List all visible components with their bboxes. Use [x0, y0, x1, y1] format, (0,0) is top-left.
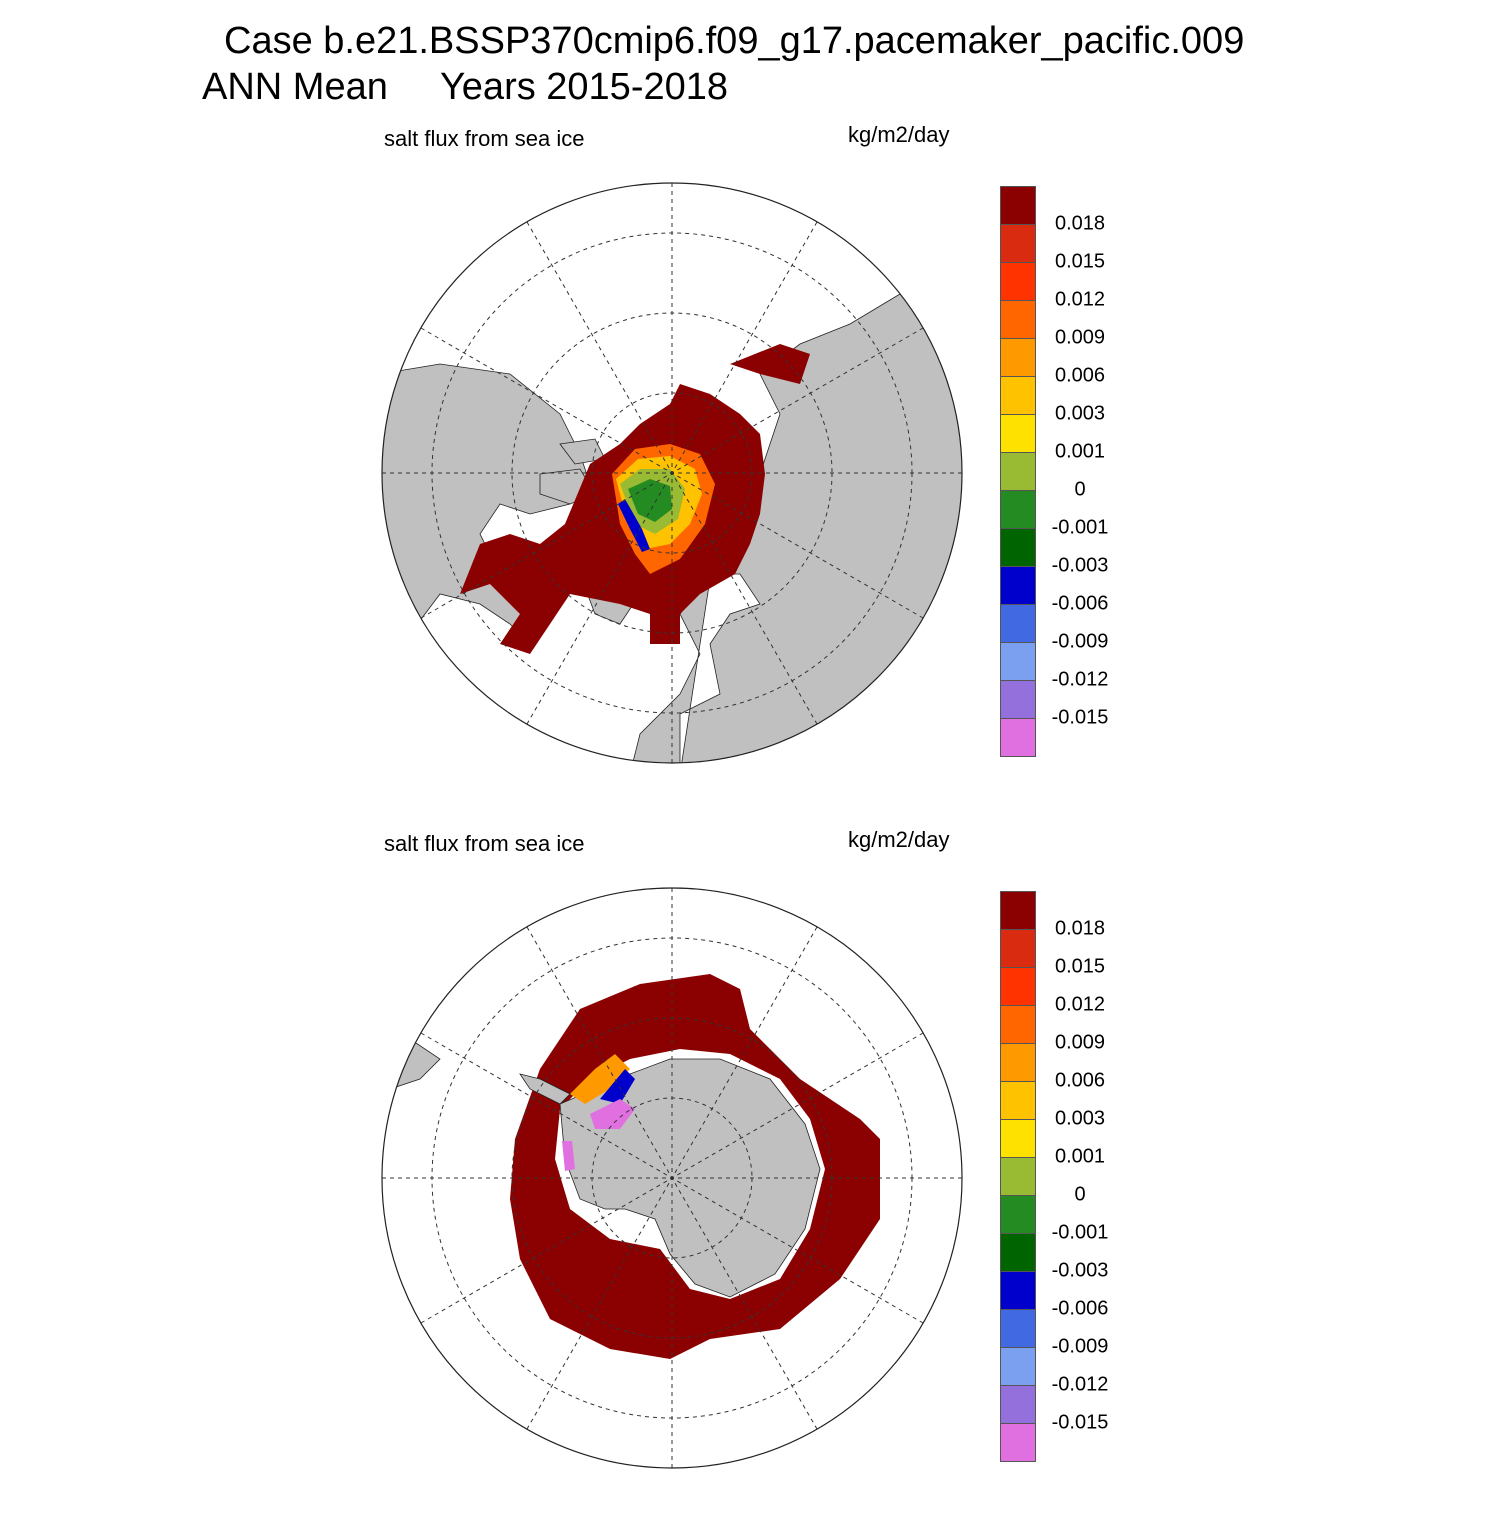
colorbar-swatch	[1000, 681, 1036, 719]
colorbar-tick-label: -0.009	[1051, 1335, 1109, 1358]
graticule	[382, 183, 962, 763]
map-border	[381, 182, 963, 764]
panel-southern-hemisphere: salt flux from sea ice kg/m2/day	[0, 823, 1500, 1528]
colorbar	[1000, 186, 1036, 757]
colorbar-swatch	[1000, 186, 1036, 225]
panel-variable-label: salt flux from sea ice	[384, 831, 585, 856]
colorbar-tick-label: -0.006	[1051, 592, 1109, 615]
figure-subtitle: ANN Mean Years 2015-2018	[202, 66, 729, 108]
colorbar-swatch	[1000, 415, 1036, 453]
colorbar-tick-label: 0.003	[1054, 1107, 1106, 1130]
colorbar-tick-label: 0.018	[1054, 917, 1106, 940]
land-antarctic-peninsula	[519, 1073, 571, 1105]
colorbar-tick-label: 0.009	[1054, 326, 1106, 349]
colorbar-swatch	[1000, 339, 1036, 377]
salt-flux-field-bay	[730, 344, 810, 384]
colorbar-swatch	[1000, 1310, 1036, 1348]
arctic-polar-map	[381, 182, 963, 764]
colorbar-swatch	[1000, 719, 1036, 757]
colorbar-tick-label: 0.012	[1054, 288, 1106, 311]
colorbar-tick-label: 0.006	[1054, 1069, 1106, 1092]
colorbar-tick-label: -0.001	[1051, 516, 1109, 539]
colorbar-swatch	[1000, 891, 1036, 930]
colorbar-tick-label: -0.003	[1051, 554, 1109, 577]
colorbar-tick-label: 0.006	[1054, 364, 1106, 387]
salt-flux-field-weddell	[570, 1054, 630, 1104]
colorbar-swatch	[1000, 377, 1036, 415]
colorbar-tick-label: 0.018	[1054, 212, 1106, 235]
colorbar-swatch	[1000, 567, 1036, 605]
colorbar-swatch	[1000, 643, 1036, 681]
colorbar-tick-label: -0.012	[1051, 668, 1109, 691]
colorbar-tick-label: -0.012	[1051, 1373, 1109, 1396]
figure-title: Case b.e21.BSSP370cmip6.f09_g17.pacemake…	[224, 20, 1245, 62]
colorbar-tick-label: -0.006	[1051, 1297, 1109, 1320]
colorbar-swatch	[1000, 1234, 1036, 1272]
colorbar-tick-label: 0.001	[1054, 1145, 1106, 1168]
colorbar-tick-label: -0.009	[1051, 630, 1109, 653]
salt-flux-field-darkgreen	[628, 479, 672, 522]
panel-variable-label: salt flux from sea ice	[384, 126, 585, 151]
salt-flux-field-weddell-blue	[600, 1069, 635, 1104]
colorbar-swatch	[1000, 491, 1036, 529]
colorbar-swatch	[1000, 1044, 1036, 1082]
colorbar-swatch	[1000, 1082, 1036, 1120]
panel-units-label: kg/m2/day	[848, 122, 950, 147]
colorbar-swatch	[1000, 529, 1036, 567]
colorbar	[1000, 891, 1036, 1462]
colorbar-swatch	[1000, 1386, 1036, 1424]
salt-flux-field-weddell-pink	[590, 1099, 635, 1129]
colorbar-tick-label: -0.001	[1051, 1221, 1109, 1244]
colorbar-swatch	[1000, 930, 1036, 968]
salt-flux-field-blue	[618, 499, 650, 552]
colorbar-tick-label: -0.003	[1051, 1259, 1109, 1282]
salt-flux-field-peninsula-pink	[562, 1141, 575, 1171]
land-eurasia	[629, 283, 962, 763]
colorbar-tick-label: 0.001	[1054, 440, 1106, 463]
colorbar-swatch	[1000, 1158, 1036, 1196]
panel-northern-hemisphere: salt flux from sea ice kg/m2/day	[0, 118, 1500, 823]
colorbar-swatch	[1000, 968, 1036, 1006]
colorbar-swatch	[1000, 453, 1036, 491]
colorbar-swatch	[1000, 1348, 1036, 1386]
colorbar-swatch	[1000, 1006, 1036, 1044]
colorbar-tick-label: 0.003	[1054, 402, 1106, 425]
colorbar-swatch	[1000, 225, 1036, 263]
colorbar-swatch	[1000, 605, 1036, 643]
colorbar-swatch	[1000, 1120, 1036, 1158]
colorbar-tick-label: 0	[1074, 478, 1086, 501]
colorbar-swatch	[1000, 263, 1036, 301]
colorbar-tick-label: -0.015	[1051, 1411, 1109, 1434]
panel-units-label: kg/m2/day	[848, 827, 950, 852]
colorbar-swatch	[1000, 1272, 1036, 1310]
colorbar-swatch	[1000, 1196, 1036, 1234]
colorbar-swatch	[1000, 1424, 1036, 1462]
colorbar-tick-label: 0	[1074, 1183, 1086, 1206]
map-border	[381, 887, 963, 1469]
colorbar-tick-label: 0.015	[1054, 250, 1106, 273]
antarctic-polar-map	[381, 887, 963, 1469]
colorbar-tick-label: 0.009	[1054, 1031, 1106, 1054]
colorbar-tick-label: -0.015	[1051, 706, 1109, 729]
colorbar-tick-label: 0.015	[1054, 955, 1106, 978]
graticule	[382, 888, 962, 1468]
colorbar-swatch	[1000, 301, 1036, 339]
colorbar-tick-label: 0.012	[1054, 993, 1106, 1016]
